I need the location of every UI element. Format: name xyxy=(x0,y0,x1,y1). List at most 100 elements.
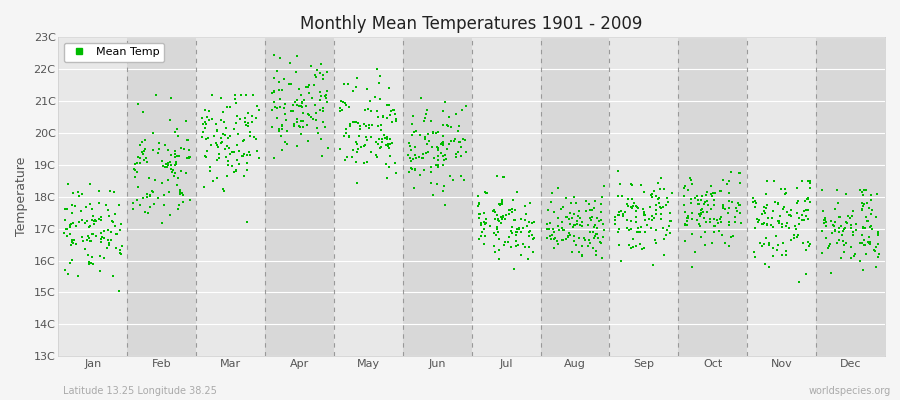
Point xyxy=(844,255,859,261)
Point xyxy=(849,221,863,227)
Point xyxy=(803,241,817,247)
Point xyxy=(371,122,385,129)
Point xyxy=(713,188,727,194)
Point xyxy=(423,164,437,170)
Point xyxy=(864,222,878,229)
Point xyxy=(547,208,562,215)
Point xyxy=(275,122,290,129)
Point xyxy=(420,107,435,113)
Point xyxy=(611,212,625,218)
Point xyxy=(243,133,257,140)
Point xyxy=(802,243,816,249)
Point xyxy=(386,107,400,113)
Point xyxy=(211,142,225,148)
Point xyxy=(162,158,176,165)
Point xyxy=(472,210,487,217)
Point xyxy=(380,136,394,142)
Point xyxy=(60,180,75,187)
Point xyxy=(510,226,525,232)
Point xyxy=(487,243,501,249)
Point xyxy=(267,89,282,96)
Point xyxy=(347,119,362,126)
Point xyxy=(855,206,869,213)
Point xyxy=(150,150,165,157)
Point xyxy=(340,81,355,87)
Point xyxy=(782,225,796,232)
Point xyxy=(229,100,243,106)
Point xyxy=(798,213,813,220)
Point xyxy=(711,220,725,226)
Point xyxy=(497,242,511,248)
Point xyxy=(210,175,224,181)
Point xyxy=(590,235,605,241)
Point xyxy=(266,98,281,105)
Point xyxy=(290,116,304,122)
Point xyxy=(454,144,468,150)
Point xyxy=(839,219,853,226)
Point xyxy=(72,193,86,200)
Point xyxy=(349,179,364,186)
Point xyxy=(501,207,516,213)
Point xyxy=(102,213,116,220)
Point xyxy=(293,92,308,98)
Point xyxy=(597,182,611,189)
Point xyxy=(81,252,95,258)
Point xyxy=(473,233,488,239)
Point xyxy=(435,140,449,146)
Point xyxy=(136,109,150,115)
Point xyxy=(855,232,869,238)
Point xyxy=(81,235,95,241)
Point xyxy=(791,279,806,286)
Point xyxy=(272,79,286,85)
Point xyxy=(649,211,663,218)
Point xyxy=(176,199,191,206)
Point xyxy=(654,205,669,211)
Point xyxy=(827,228,842,234)
Bar xyxy=(196,37,265,356)
Point xyxy=(707,202,722,209)
Point xyxy=(495,199,509,205)
Point xyxy=(164,165,178,172)
Point xyxy=(612,226,626,232)
Point xyxy=(450,149,464,155)
Point xyxy=(430,156,445,163)
Point xyxy=(608,220,623,227)
Point xyxy=(626,236,641,242)
Point xyxy=(213,94,228,101)
Point xyxy=(645,213,660,220)
Point xyxy=(815,228,830,234)
Point xyxy=(496,213,510,220)
Point xyxy=(477,240,491,247)
Point xyxy=(498,239,512,245)
Point xyxy=(231,148,246,155)
Point xyxy=(429,162,444,168)
Point xyxy=(636,245,651,252)
Point xyxy=(864,211,878,217)
Point xyxy=(196,121,211,128)
Point xyxy=(586,228,600,235)
Point xyxy=(168,148,183,154)
Point xyxy=(93,253,107,259)
Point xyxy=(429,181,444,187)
Point xyxy=(379,142,393,148)
Point xyxy=(275,87,290,94)
Point xyxy=(699,189,714,195)
Point xyxy=(227,126,241,132)
Point xyxy=(198,153,212,159)
Point xyxy=(703,218,717,225)
Point xyxy=(589,252,603,258)
Point xyxy=(690,201,705,208)
Point xyxy=(592,239,607,245)
Point xyxy=(276,105,291,111)
Point xyxy=(495,215,509,222)
Point xyxy=(310,67,324,74)
Point xyxy=(472,200,486,206)
Point xyxy=(714,219,728,225)
Point xyxy=(704,190,718,197)
Text: Latitude 13.25 Longitude 38.25: Latitude 13.25 Longitude 38.25 xyxy=(63,386,217,396)
Point xyxy=(179,118,194,124)
Point xyxy=(855,189,869,196)
Point xyxy=(240,219,255,225)
Point xyxy=(508,238,523,244)
Point xyxy=(380,115,394,122)
